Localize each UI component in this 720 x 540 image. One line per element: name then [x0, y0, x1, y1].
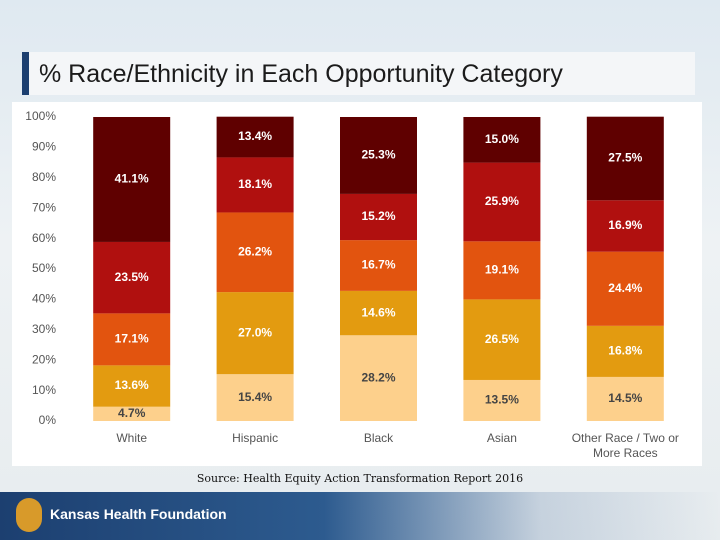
bar-segment	[216, 292, 294, 375]
value-label: 27.0%	[238, 325, 272, 339]
bar-segment	[216, 157, 294, 213]
bar-segment	[93, 241, 171, 314]
bar-segment	[93, 117, 171, 242]
bar-segment	[93, 313, 171, 366]
bar-segment	[93, 406, 171, 421]
value-label: 4.7%	[118, 406, 146, 420]
footer: Kansas Health Foundation	[0, 492, 720, 540]
x-tick-label: Hispanic	[232, 431, 279, 445]
bar-segment	[340, 117, 417, 194]
value-label: 24.4%	[608, 281, 642, 295]
x-tick-label: Black	[363, 431, 394, 445]
bar-segment	[340, 290, 417, 336]
y-tick-label: 0%	[39, 413, 57, 427]
logo-text: Kansas Health Foundation	[50, 506, 227, 522]
value-label: 14.5%	[608, 391, 642, 405]
value-label: 16.8%	[608, 344, 642, 358]
value-label: 18.1%	[238, 177, 272, 191]
value-label: 16.7%	[361, 258, 395, 272]
bar-segment	[586, 376, 664, 421]
y-tick-label: 70%	[32, 200, 56, 214]
value-label: 26.2%	[238, 244, 272, 258]
chart-title: % Race/Ethnicity in Each Opportunity Cat…	[39, 60, 563, 88]
bar-segment	[586, 116, 664, 201]
x-tick-label: Asian	[486, 431, 517, 445]
value-label: 13.5%	[485, 393, 519, 407]
y-tick-label: 80%	[32, 170, 56, 184]
y-tick-label: 10%	[32, 383, 56, 397]
value-label: 17.1%	[115, 332, 149, 346]
y-tick-label: 90%	[32, 140, 56, 154]
bar-segment	[216, 116, 294, 158]
x-tick-label: White	[116, 431, 148, 445]
bar-segment	[463, 117, 541, 163]
bar-segment	[463, 379, 541, 421]
x-tick-label: Other Race / Two or More Races	[571, 431, 679, 460]
y-tick-label: 50%	[32, 261, 56, 275]
source-note: Source: Health Equity Action Transformat…	[196, 472, 524, 485]
title-bar: % Race/Ethnicity in Each Opportunity Cat…	[22, 52, 695, 95]
value-label: 23.5%	[115, 270, 149, 284]
logo-icon	[16, 498, 42, 532]
bar-segment	[216, 374, 294, 421]
bar-segment	[586, 200, 664, 252]
y-tick-label: 100%	[25, 109, 56, 123]
value-label: 13.4%	[238, 129, 272, 143]
value-label: 14.6%	[361, 305, 395, 319]
bar-segment	[586, 251, 664, 326]
value-label: 16.9%	[608, 218, 642, 232]
value-label: 15.0%	[485, 132, 519, 146]
value-label: 13.6%	[115, 378, 149, 392]
bar-segment	[586, 325, 664, 377]
bar-segment	[463, 162, 541, 242]
bar-segment	[216, 212, 294, 293]
bar-segment	[463, 299, 541, 380]
value-label: 15.4%	[238, 390, 272, 404]
value-label: 15.2%	[361, 209, 395, 223]
bar-segment	[93, 365, 171, 407]
y-tick-label: 20%	[32, 352, 56, 366]
value-label: 25.3%	[361, 148, 395, 162]
bar-segment	[340, 335, 417, 421]
value-label: 41.1%	[115, 172, 149, 186]
y-tick-label: 60%	[32, 231, 56, 245]
value-label: 26.5%	[485, 332, 519, 346]
bar-segment	[463, 241, 541, 300]
y-tick-label: 40%	[32, 292, 56, 306]
y-tick-label: 30%	[32, 322, 56, 336]
bar-segment	[340, 240, 417, 291]
value-label: 28.2%	[361, 370, 395, 384]
value-label: 19.1%	[485, 263, 519, 277]
value-label: 27.5%	[608, 151, 642, 165]
bar-segment	[340, 193, 417, 241]
value-label: 25.9%	[485, 194, 519, 208]
